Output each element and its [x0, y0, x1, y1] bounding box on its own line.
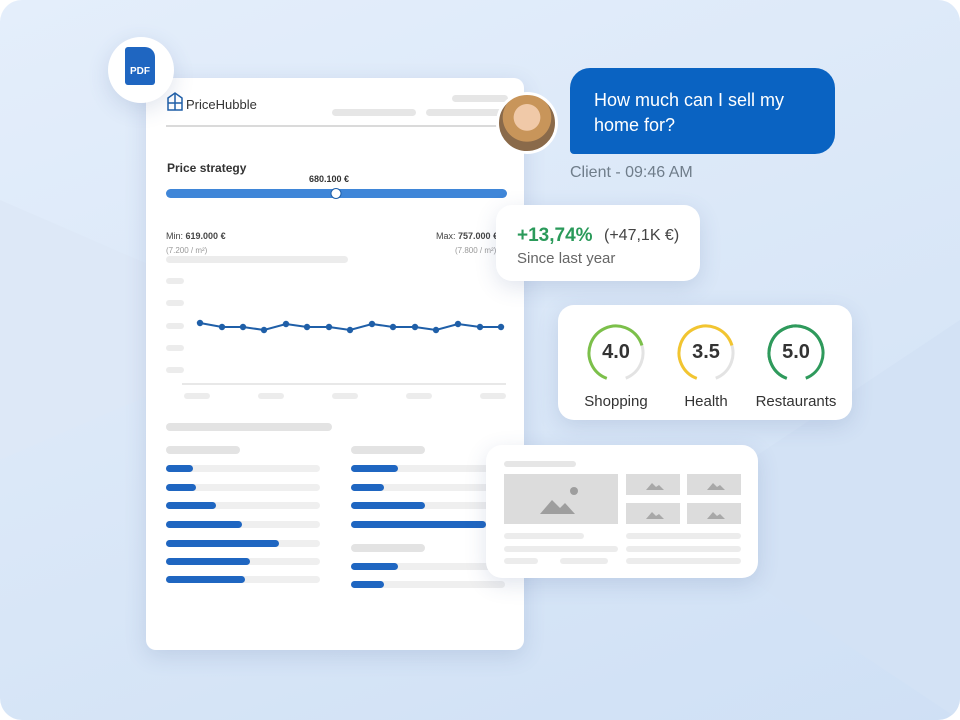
stat-caption: Since last year — [517, 250, 616, 267]
score-label: Shopping — [584, 393, 648, 410]
section-title: Price strategy — [167, 161, 247, 175]
max-row: Max: 757.000 € — [436, 231, 498, 241]
min-sub: (7.200 / m²) — [166, 246, 208, 255]
brand: PriceHubble — [186, 97, 257, 112]
score-ring — [677, 324, 735, 382]
score-label: Restaurants — [755, 393, 837, 410]
score-ring — [767, 324, 825, 382]
report-card: PriceHubble Price strategy 680.100 € Min… — [146, 78, 524, 650]
stat-amount: (+47,1K €) — [604, 227, 680, 244]
chat-bubble: How much can I sell my home for? — [570, 68, 835, 154]
chat-meta: Client - 09:46 AM — [570, 164, 693, 181]
score-item: 5.0 Restaurants — [751, 323, 841, 413]
min-label: Min: — [166, 231, 184, 241]
score-value: 5.0 — [782, 341, 810, 363]
score-value: 4.0 — [602, 341, 630, 363]
image-card-graphics — [504, 461, 741, 564]
pdf-badge: PDF — [108, 37, 174, 103]
score-value: 3.5 — [692, 341, 720, 363]
min-row: Min: 619.000 € — [166, 231, 226, 241]
report-graphics — [166, 92, 508, 588]
sparkline — [196, 319, 505, 334]
score-label: Health — [684, 393, 728, 410]
max-value: 757.000 € — [458, 231, 499, 241]
stat-card: +13,74% (+47,1K €) Since last year — [496, 205, 700, 281]
max-sub: (7.800 / m²) — [455, 246, 497, 255]
avatar — [496, 92, 558, 154]
score-card: 4.0 Shopping 3.5 Health 5.0 Restaurants — [558, 305, 852, 420]
max-label: Max: — [436, 231, 456, 241]
pdf-label: PDF — [125, 47, 155, 85]
score-item: 3.5 Health — [661, 323, 751, 413]
stat-change: +13,74% — [517, 225, 593, 246]
brand-logo — [167, 92, 183, 111]
chat-message: How much can I sell my home for? — [594, 90, 785, 135]
min-value: 619.000 € — [185, 231, 226, 241]
score-ring — [587, 324, 645, 382]
price: 680.100 € — [309, 174, 350, 184]
score-item: 4.0 Shopping — [571, 323, 661, 413]
bg-shape — [660, 320, 960, 720]
image-card — [486, 445, 758, 578]
